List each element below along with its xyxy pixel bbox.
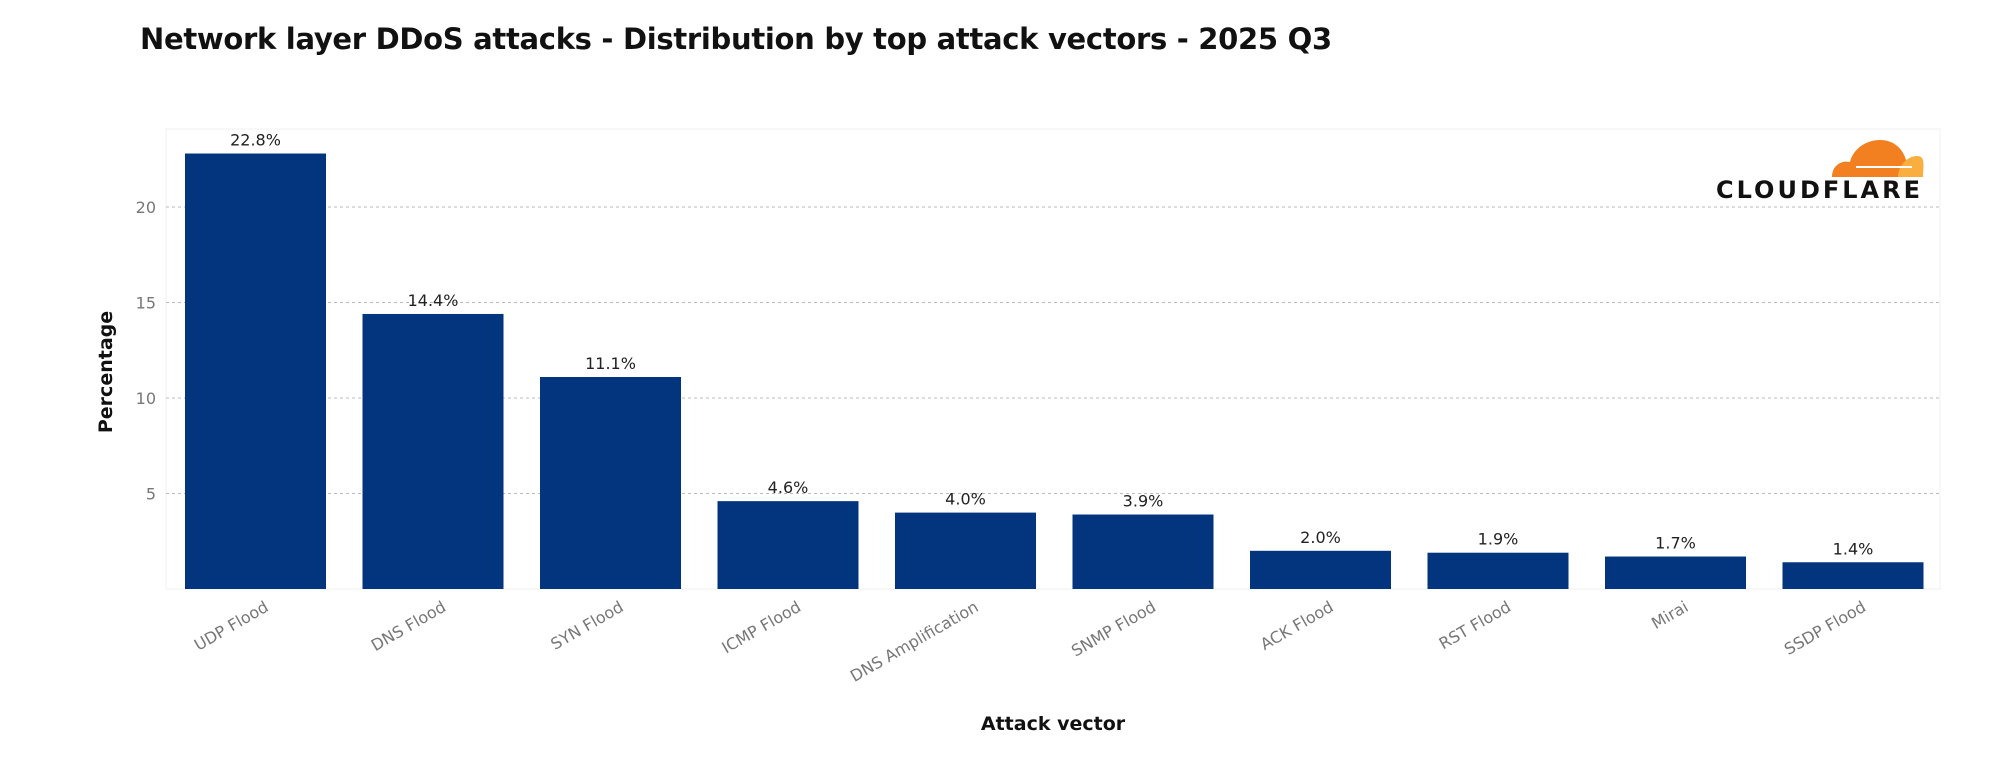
bar: [717, 501, 859, 589]
y-tick-label: 20: [136, 198, 156, 217]
bar: [185, 153, 326, 589]
data-label: 2.0%: [1300, 528, 1341, 547]
x-tick-label: DNS Flood: [368, 597, 449, 655]
cloudflare-logo: CLOUDFLARE: [1716, 140, 1924, 204]
data-label: 4.0%: [945, 490, 986, 509]
x-tick-label: DNS Amplification: [847, 597, 982, 686]
data-label: 22.8%: [230, 131, 281, 150]
bar: [1072, 514, 1214, 589]
bar: [895, 512, 1036, 589]
chart-title: Network layer DDoS attacks - Distributio…: [140, 22, 1332, 56]
bar: [362, 313, 504, 589]
y-tick-label: 10: [136, 389, 156, 408]
x-axis-title: Attack vector: [981, 713, 1126, 735]
data-label: 3.9%: [1123, 492, 1164, 511]
y-axis-title: Percentage: [95, 311, 117, 433]
x-tick-label: ICMP Flood: [718, 597, 804, 657]
cloud-icon: [1832, 140, 1924, 177]
x-tick-label: ACK Flood: [1257, 597, 1336, 654]
data-label: 1.4%: [1833, 539, 1874, 558]
bar: [1782, 562, 1924, 589]
data-label: 14.4%: [408, 291, 459, 310]
x-tick-label: Mirai: [1648, 597, 1691, 633]
bar: [1605, 556, 1746, 589]
x-tick-label: RST Flood: [1436, 597, 1514, 653]
bar: [540, 376, 681, 589]
x-tick-label: SNMP Flood: [1068, 597, 1159, 660]
bar: [1250, 550, 1391, 589]
bar: [1427, 552, 1569, 589]
y-tick-label: 5: [146, 485, 156, 504]
x-tick-label: SSDP Flood: [1781, 597, 1869, 659]
logo-wordmark: CLOUDFLARE: [1716, 176, 1923, 204]
data-label: 11.1%: [585, 354, 636, 373]
data-label: 1.7%: [1655, 534, 1696, 553]
data-label: 1.9%: [1478, 530, 1519, 549]
y-tick-label: 15: [136, 294, 156, 313]
x-tick-label: SYN Flood: [547, 597, 626, 654]
x-tick-label: UDP Flood: [191, 597, 272, 655]
data-label: 4.6%: [768, 478, 809, 497]
